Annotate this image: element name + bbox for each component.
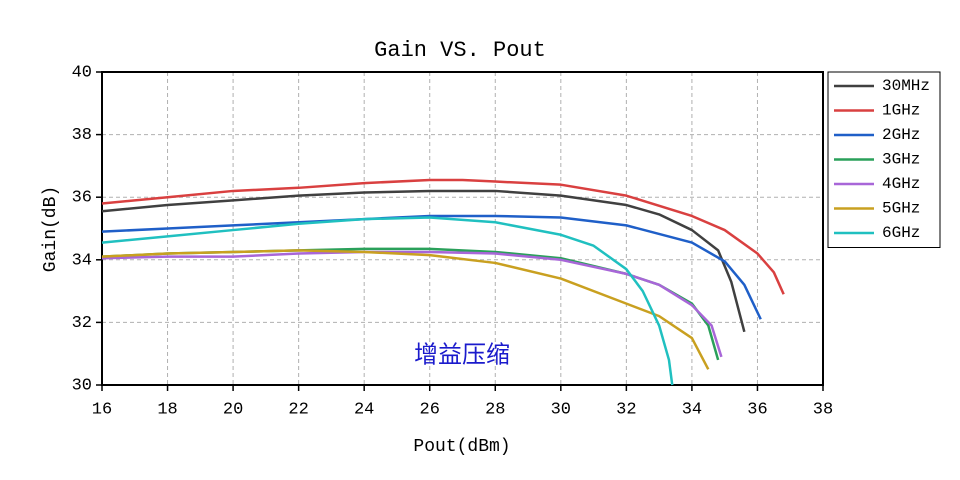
legend-label: 6GHz [882, 224, 920, 242]
x-tick-label: 34 [682, 400, 702, 419]
x-tick-label: 16 [92, 400, 112, 419]
legend-label: 2GHz [882, 126, 920, 144]
y-tick-label: 34 [72, 251, 92, 270]
annotation: 增益压缩 [414, 341, 510, 368]
x-tick-label: 38 [813, 400, 833, 419]
x-tick-label: 36 [747, 400, 767, 419]
x-tick-label: 26 [420, 400, 440, 419]
y-axis-label: Gain(dB) [41, 186, 61, 272]
x-tick-label: 28 [485, 400, 505, 419]
plot-frame [101, 71, 824, 386]
x-axis-label: Pout(dBm) [413, 437, 510, 457]
series-line [101, 250, 723, 358]
y-tick-label: 40 [72, 63, 92, 82]
x-tick-label: 22 [288, 400, 308, 419]
legend-label: 5GHz [882, 200, 920, 218]
legend-label: 1GHz [882, 102, 920, 120]
legend-label: 3GHz [882, 151, 920, 169]
series-line [101, 216, 674, 386]
x-tick-label: 32 [616, 400, 636, 419]
legend-label: 4GHz [882, 175, 920, 193]
x-tick-label: 30 [551, 400, 571, 419]
y-tick-label: 30 [72, 376, 92, 395]
x-tick-label: 24 [354, 400, 374, 419]
legend-label: 30MHz [882, 77, 930, 95]
series-line [101, 178, 785, 295]
chart-title: Gain VS. Pout [374, 38, 546, 63]
series-line [101, 249, 710, 370]
y-tick-label: 32 [72, 314, 92, 333]
series-line [101, 214, 762, 320]
x-tick-label: 20 [223, 400, 243, 419]
series-line [101, 189, 746, 333]
y-tick-label: 36 [72, 189, 92, 208]
x-tick-label: 18 [157, 400, 177, 419]
y-tick-label: 38 [72, 126, 92, 145]
